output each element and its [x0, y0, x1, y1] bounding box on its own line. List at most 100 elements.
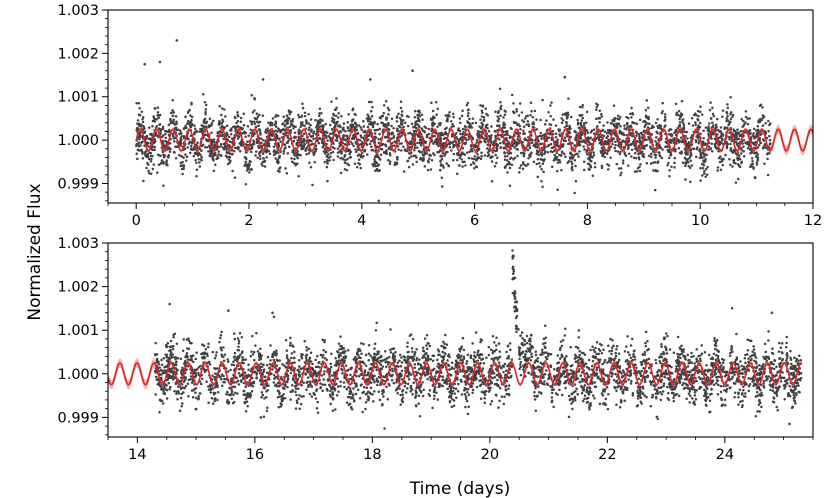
- data-point: [262, 139, 265, 142]
- data-points: [135, 39, 772, 203]
- data-point: [384, 99, 388, 103]
- data-point: [522, 129, 525, 133]
- data-point: [362, 342, 365, 346]
- x-tick-label: 4: [357, 213, 366, 229]
- data-point: [302, 132, 306, 136]
- data-point: [536, 175, 540, 179]
- data-point: [619, 150, 622, 154]
- data-point: [600, 115, 604, 118]
- data-point: [563, 136, 567, 139]
- data-point: [495, 149, 499, 153]
- data-point: [365, 143, 369, 146]
- data-point: [755, 366, 758, 370]
- data-point: [258, 154, 262, 158]
- data-point: [499, 104, 503, 108]
- data-point: [471, 161, 475, 164]
- data-point: [286, 152, 290, 155]
- data-point: [180, 164, 184, 167]
- data-point: [142, 124, 145, 128]
- data-point: [755, 151, 758, 154]
- data-point: [340, 157, 344, 160]
- data-point: [556, 188, 559, 191]
- data-point: [378, 127, 382, 131]
- data-point: [629, 356, 633, 360]
- data-point: [682, 125, 686, 129]
- data-point: [248, 171, 251, 174]
- data-point: [166, 164, 169, 167]
- data-point: [416, 110, 420, 113]
- data-point: [211, 153, 215, 157]
- data-point: [699, 105, 702, 108]
- data-point: [290, 157, 293, 160]
- data-point: [664, 332, 668, 335]
- data-point: [550, 101, 553, 104]
- data-point: [399, 123, 403, 126]
- data-point: [396, 158, 399, 161]
- data-point: [588, 368, 591, 371]
- data-point: [627, 140, 630, 144]
- data-point: [498, 399, 501, 403]
- data-point: [343, 385, 346, 389]
- data-point: [589, 165, 593, 169]
- data-point: [486, 123, 489, 126]
- data-point: [325, 136, 328, 139]
- data-point: [772, 367, 776, 371]
- data-point: [219, 145, 223, 148]
- data-point: [645, 99, 649, 102]
- data-point: [339, 125, 342, 129]
- data-point: [418, 141, 421, 145]
- data-point: [737, 177, 740, 181]
- data-point: [276, 158, 280, 161]
- data-point: [162, 184, 165, 188]
- data-point: [690, 355, 693, 358]
- data-point: [215, 351, 218, 354]
- data-point: [461, 132, 464, 136]
- data-point: [519, 127, 522, 131]
- data-point: [390, 132, 393, 136]
- data-point: [145, 166, 148, 170]
- data-point: [442, 137, 446, 141]
- data-point: [289, 129, 293, 132]
- data-point: [536, 157, 540, 161]
- data-point: [766, 173, 770, 177]
- data-point: [395, 115, 399, 118]
- data-point: [214, 163, 217, 166]
- data-point: [528, 146, 532, 149]
- data-point: [200, 155, 203, 159]
- data-point: [220, 125, 224, 128]
- data-point: [617, 167, 621, 170]
- data-point: [618, 131, 622, 135]
- data-point: [294, 164, 297, 167]
- data-point: [334, 114, 338, 117]
- data-point: [395, 120, 399, 123]
- data-point: [247, 363, 250, 366]
- data-point: [759, 141, 763, 145]
- data-point: [331, 409, 335, 413]
- data-point: [468, 117, 471, 121]
- data-point: [556, 161, 560, 164]
- data-point: [535, 118, 538, 121]
- data-point: [748, 128, 752, 132]
- data-point: [392, 127, 395, 130]
- data-point: [571, 162, 574, 165]
- data-point: [329, 389, 332, 393]
- data-point: [268, 136, 271, 140]
- data-point: [360, 342, 363, 345]
- data-point: [402, 145, 405, 149]
- data-point: [213, 141, 217, 144]
- data-point: [460, 114, 464, 118]
- data-point: [243, 164, 246, 167]
- data-point: [689, 151, 693, 155]
- data-point: [335, 97, 338, 100]
- data-point: [163, 129, 167, 133]
- data-point: [539, 165, 542, 168]
- data-point: [496, 119, 499, 122]
- data-point: [698, 156, 702, 160]
- data-point: [679, 112, 683, 115]
- data-point: [768, 138, 772, 142]
- data-point: [399, 100, 403, 103]
- data-point: [319, 118, 322, 121]
- data-point: [524, 164, 527, 167]
- data-point: [332, 158, 335, 162]
- data-point: [300, 115, 303, 118]
